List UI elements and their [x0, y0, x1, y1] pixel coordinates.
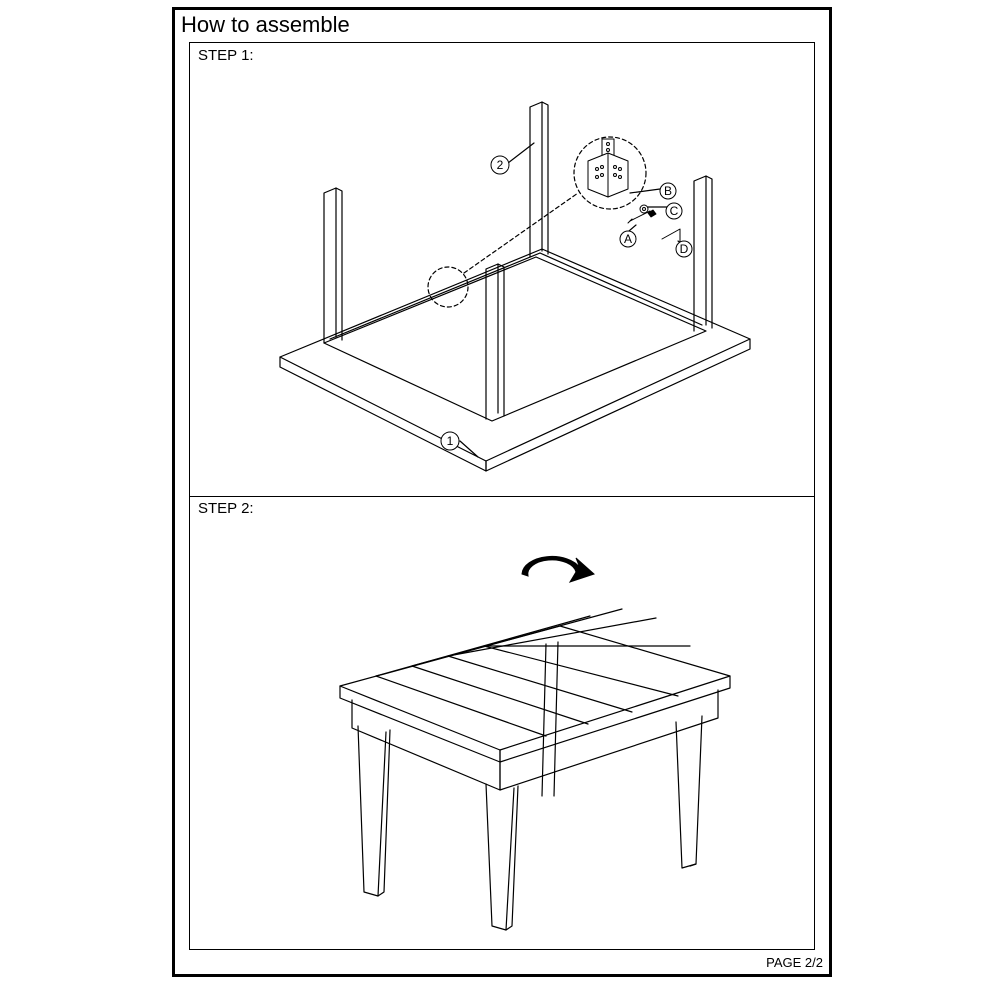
leg-back-right	[676, 716, 702, 868]
leg-1	[324, 188, 342, 343]
svg-text:A: A	[624, 232, 632, 246]
leg-2	[530, 102, 548, 257]
flip-arrow-icon	[522, 556, 594, 582]
callout-C: C	[666, 203, 682, 219]
callout-1: 1	[441, 432, 459, 450]
svg-text:2: 2	[497, 158, 504, 172]
page-number: PAGE 2/2	[766, 955, 823, 970]
document-title: How to assemble	[175, 10, 829, 42]
page-canvas: How to assemble STEP 1:	[0, 0, 1000, 1000]
step1-diagram: 1 2 A B C D	[190, 43, 818, 497]
svg-text:1: 1	[447, 434, 454, 448]
callout-2: 2	[491, 156, 509, 174]
step2-diagram	[190, 496, 818, 950]
leg-4	[486, 264, 504, 419]
outer-frame: How to assemble STEP 1:	[172, 7, 832, 977]
leg-3	[694, 176, 712, 331]
svg-text:C: C	[670, 204, 679, 218]
leg-front-left	[358, 726, 390, 896]
step1-panel: STEP 1:	[190, 43, 814, 497]
callout-B: B	[660, 183, 676, 199]
leg-front-right	[486, 784, 518, 930]
callout-A: A	[620, 231, 636, 247]
svg-text:B: B	[664, 184, 672, 198]
svg-text:D: D	[680, 242, 689, 256]
step2-panel: STEP 2:	[190, 496, 814, 949]
inner-frame: STEP 1:	[189, 42, 815, 950]
callout-D: D	[676, 241, 692, 257]
